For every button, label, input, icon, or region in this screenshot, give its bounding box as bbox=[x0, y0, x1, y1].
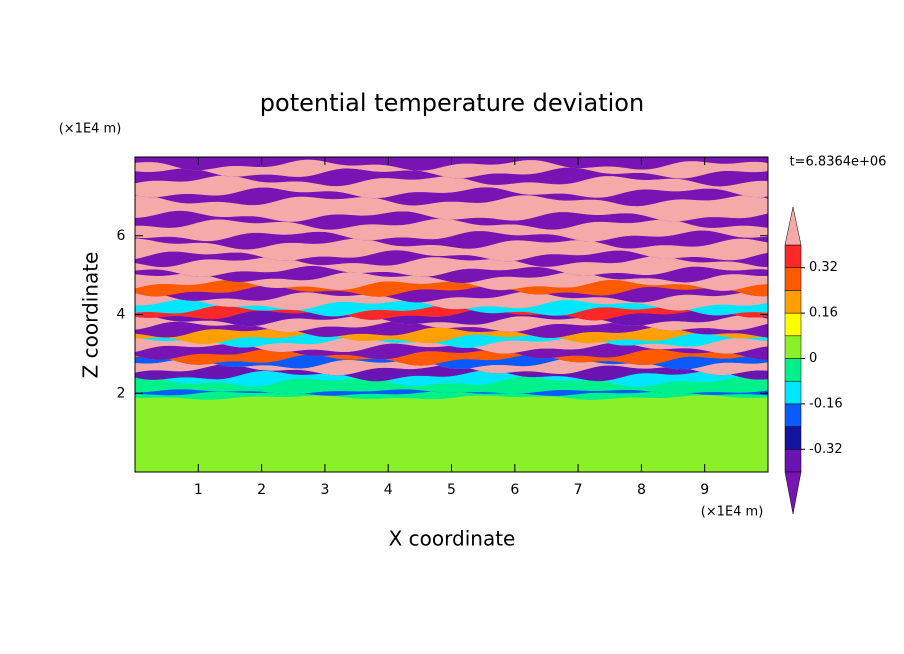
y-unit: (×1E4 m) bbox=[59, 122, 122, 137]
colorbar-band bbox=[784, 267, 802, 291]
colorbar-tick-label: -0.32 bbox=[809, 442, 843, 457]
x-tick-label: 6 bbox=[510, 482, 519, 498]
x-tick-label: 1 bbox=[194, 482, 203, 498]
x-tick-label: 2 bbox=[257, 482, 266, 498]
colorbar-over bbox=[784, 206, 802, 246]
colorbar-band bbox=[784, 380, 802, 405]
chart-title: potential temperature deviation bbox=[260, 89, 644, 117]
x-tick-label: 9 bbox=[700, 482, 709, 498]
colorbar-tick-label: 0.32 bbox=[809, 260, 838, 275]
x-tick-label: 5 bbox=[447, 482, 456, 498]
time-label: t=6.8364e+06 bbox=[790, 155, 887, 170]
x-tick-label: 8 bbox=[637, 482, 646, 498]
contour-field bbox=[135, 157, 768, 472]
colorbar-band bbox=[784, 312, 802, 337]
y-tick-label: 2 bbox=[117, 385, 126, 401]
colorbar-tick-label: 0.16 bbox=[809, 306, 838, 321]
colorbar-band bbox=[784, 426, 802, 450]
colorbar-tick-label: -0.16 bbox=[809, 396, 843, 411]
x-axis-label: X coordinate bbox=[389, 527, 516, 551]
colorbar-band bbox=[784, 449, 802, 473]
x-unit: (×1E4 m) bbox=[701, 505, 764, 520]
contour-band bbox=[135, 394, 768, 472]
y-axis-label: Z coordinate bbox=[79, 252, 103, 379]
y-tick-label: 4 bbox=[117, 307, 126, 323]
colorbar-tick-label: 0 bbox=[809, 351, 817, 366]
colorbar-band bbox=[784, 244, 802, 268]
colorbar-band bbox=[784, 290, 802, 314]
colorbar-band bbox=[784, 358, 802, 382]
x-tick-label: 3 bbox=[320, 482, 329, 498]
colorbar-under bbox=[784, 471, 802, 515]
colorbar-band bbox=[784, 335, 802, 359]
y-tick-label: 6 bbox=[117, 228, 126, 244]
x-tick-label: 7 bbox=[574, 482, 583, 498]
x-tick-label: 4 bbox=[384, 482, 393, 498]
colorbar-band bbox=[784, 403, 802, 427]
